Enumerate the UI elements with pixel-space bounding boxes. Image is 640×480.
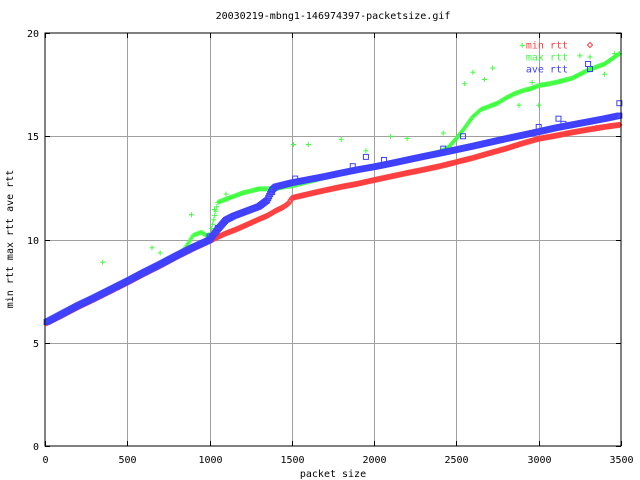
max-rtt-outlier-point: [157, 250, 163, 256]
max-rtt-point: [209, 226, 215, 232]
max-rtt-point: [212, 212, 218, 218]
min-rtt-outlier-point: [247, 219, 254, 227]
ave-rtt-outlier-point: [560, 120, 567, 127]
ave-rtt-outlier-point: [460, 133, 467, 140]
ave-rtt-outlier-point: [214, 225, 221, 232]
ave-rtt-outlier-point: [555, 115, 562, 122]
legend-label-min-rtt: min rtt: [526, 41, 568, 52]
min-rtt-outlier-point: [593, 124, 600, 132]
x-tick-label: 1000: [198, 455, 222, 466]
max-rtt-outlier-point: [338, 136, 344, 142]
y-tick-label: 10: [27, 236, 39, 247]
ave-rtt-outlier-point: [616, 100, 623, 107]
x-tick-label: 500: [118, 455, 136, 466]
max-rtt-outlier-point: [188, 212, 194, 218]
max-rtt-outlier-point: [305, 142, 311, 148]
legend-marker-ave-rtt: [587, 66, 593, 72]
y-tick-label: 15: [27, 132, 39, 143]
max-rtt-outlier-point: [519, 42, 525, 48]
max-rtt-outlier-point: [577, 53, 583, 59]
series-ave-rtt: [43, 60, 623, 326]
max-rtt-outlier-point: [516, 102, 522, 108]
y-axis-label: min rtt max rtt ave rtt: [5, 170, 16, 308]
ave-rtt-outlier-point: [349, 163, 356, 170]
legend-label-max-rtt: max rtt: [526, 53, 568, 64]
max-rtt-outlier-point: [440, 130, 446, 136]
max-rtt-outlier-point: [462, 81, 468, 87]
max-rtt-outlier-point: [539, 82, 545, 88]
grid-lines: [45, 33, 621, 446]
max-rtt-outlier-point: [388, 133, 394, 139]
x-axis-label: packet size: [300, 469, 366, 480]
max-rtt-outlier-point: [149, 245, 155, 251]
max-rtt-outlier-point: [536, 102, 542, 108]
ave-rtt-outlier-point: [585, 60, 592, 67]
x-tick-label: 0: [42, 455, 48, 466]
max-rtt-outlier-point: [529, 80, 535, 86]
max-rtt-point: [210, 221, 216, 227]
axis-ticks: 0 500 1000 1500 2000 2500 3000 3500 0 5 10 15 20: [27, 29, 634, 466]
ave-rtt-outlier-point: [269, 189, 276, 196]
x-tick-label: 2500: [444, 455, 468, 466]
max-rtt-outlier-point: [481, 76, 487, 82]
max-rtt-outlier-point: [602, 71, 608, 77]
min-rtt-point: [614, 121, 621, 129]
max-rtt-outlier-point: [470, 69, 476, 75]
max-rtt-outlier-point: [490, 65, 496, 71]
y-tick-label: 0: [33, 442, 39, 453]
legend-marker-min-rtt: [586, 41, 594, 49]
ave-rtt-outlier-point: [535, 123, 542, 130]
ave-rtt-outlier-point: [292, 175, 299, 182]
max-rtt-outlier-point: [100, 259, 106, 265]
max-rtt-point: [211, 217, 217, 223]
min-rtt-point: [613, 122, 620, 129]
legend-label-ave-rtt: ave rtt: [526, 65, 568, 76]
series-min-rtt: [43, 121, 623, 327]
max-rtt-outlier-point: [291, 142, 297, 148]
max-rtt-point: [615, 51, 621, 57]
x-tick-label: 1500: [280, 455, 304, 466]
ave-rtt-outlier-point: [206, 233, 213, 240]
ave-rtt-point: [616, 112, 623, 119]
y-tick-label: 5: [33, 339, 39, 350]
plot-frame: [44, 32, 622, 447]
max-rtt-outlier-point: [363, 148, 369, 154]
max-rtt-outlier-point: [212, 207, 218, 213]
x-tick-label: 3000: [527, 455, 551, 466]
legend-marker-max-rtt: [587, 54, 593, 60]
max-rtt-outlier-point: [223, 191, 229, 197]
y-tick-label: 20: [27, 29, 39, 40]
ave-rtt-outlier-point: [440, 145, 447, 152]
max-rtt-point: [214, 204, 220, 210]
max-rtt-outlier-point: [611, 51, 617, 57]
plot-area: [43, 42, 623, 327]
ave-rtt-outlier-point: [362, 153, 369, 160]
max-rtt-outlier-point: [404, 135, 410, 141]
ave-rtt-outlier-point: [381, 156, 388, 163]
min-rtt-point: [615, 121, 622, 129]
chart-title: 20030219-mbng1-146974397-packetsize.gif: [216, 11, 451, 22]
x-tick-label: 3500: [609, 455, 633, 466]
x-tick-label: 2000: [362, 455, 386, 466]
